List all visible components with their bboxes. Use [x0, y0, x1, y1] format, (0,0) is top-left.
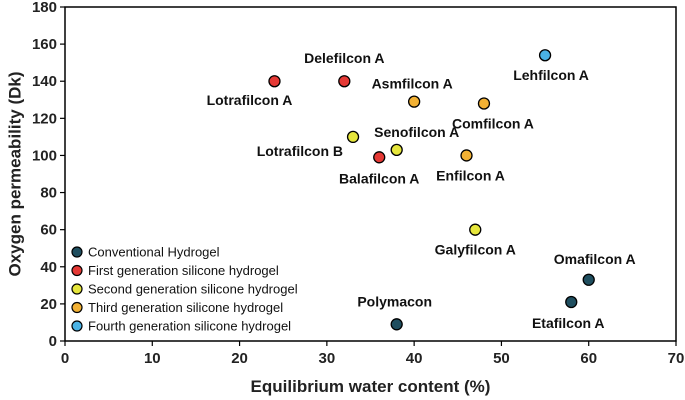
data-point: [538, 49, 552, 62]
axes: [64, 6, 677, 342]
point-label: Senofilcon A: [374, 124, 459, 140]
point-label: Enfilcon A: [436, 167, 505, 183]
legend-marker: [71, 264, 83, 277]
legend-entry: Conventional Hydrogel: [88, 245, 220, 260]
legend-entry: Third generation silicone hydrogel: [88, 300, 283, 315]
point-label: Lotrafilcon A: [207, 92, 293, 108]
plot-frame: [64, 6, 677, 342]
data-point: [373, 151, 386, 164]
y-tick-label: 60: [40, 222, 57, 239]
x-tick-label: 0: [61, 350, 69, 367]
legend-entry: First generation silicone hydrogel: [88, 263, 279, 278]
data-point: [565, 295, 578, 309]
y-tick-label: 0: [49, 333, 57, 350]
legend-marker: [71, 301, 83, 314]
point-label: Lehfilcon A: [513, 67, 589, 83]
legend-marker: [71, 320, 83, 332]
point-label: Comfilcon A: [452, 115, 534, 131]
y-tick-label: 160: [32, 36, 57, 53]
legend-entry: Second generation silicone hydrogel: [88, 282, 298, 297]
tick-labels: 0 10 20 30 40 50 60 70 0 20 40 60 80 100 120 140 160 180: [32, 0, 684, 367]
x-tick-label: 50: [493, 350, 510, 367]
data-point: [346, 130, 360, 144]
data-point: [477, 97, 491, 110]
x-tick-label: 40: [406, 350, 423, 367]
legend-marker: [71, 246, 83, 258]
data-point: [338, 75, 351, 88]
x-tick-label: 20: [231, 350, 248, 367]
point-label: Delefilcon A: [304, 50, 384, 66]
data-point: [469, 223, 482, 236]
data-point: [390, 318, 403, 331]
y-tick-label: 180: [32, 0, 57, 16]
x-tick-label: 60: [580, 350, 597, 367]
data-point: [460, 149, 473, 162]
point-label: Lotrafilcon B: [257, 143, 343, 159]
point-label: Etafilcon A: [532, 315, 605, 331]
data-point: [407, 95, 421, 108]
point-label: Omafilcon A: [554, 251, 636, 267]
y-tick-label: 140: [32, 73, 57, 90]
point-label: Balafilcon A: [339, 170, 419, 186]
y-axis-title: Oxygen permeability (Dk): [5, 71, 24, 276]
data-points: [268, 49, 595, 331]
x-tick-label: 30: [319, 350, 336, 367]
point-label: Asmfilcon A: [372, 76, 453, 92]
data-point: [268, 75, 281, 88]
x-tick-label: 70: [668, 350, 685, 367]
y-tick-label: 100: [32, 147, 57, 164]
point-label: Polymacon: [357, 293, 432, 309]
y-tick-label: 80: [40, 185, 57, 202]
data-point: [390, 143, 403, 157]
legend-marker: [71, 283, 83, 295]
y-tick-label: 40: [40, 259, 57, 276]
y-tick-label: 20: [40, 296, 57, 313]
legend-entry: Fourth generation silicone hydrogel: [88, 319, 291, 334]
x-axis-title: Equilibrium water content (%): [251, 377, 491, 396]
y-tick-label: 120: [32, 110, 57, 127]
data-point: [582, 273, 595, 286]
point-labels: Polymacon Etafilcon A Omafilcon A Lotrafilc…: [207, 50, 636, 331]
point-label: Galyfilcon A: [435, 242, 516, 258]
legend: Conventional Hydrogel First generation si…: [71, 245, 298, 334]
x-tick-label: 10: [144, 350, 161, 367]
